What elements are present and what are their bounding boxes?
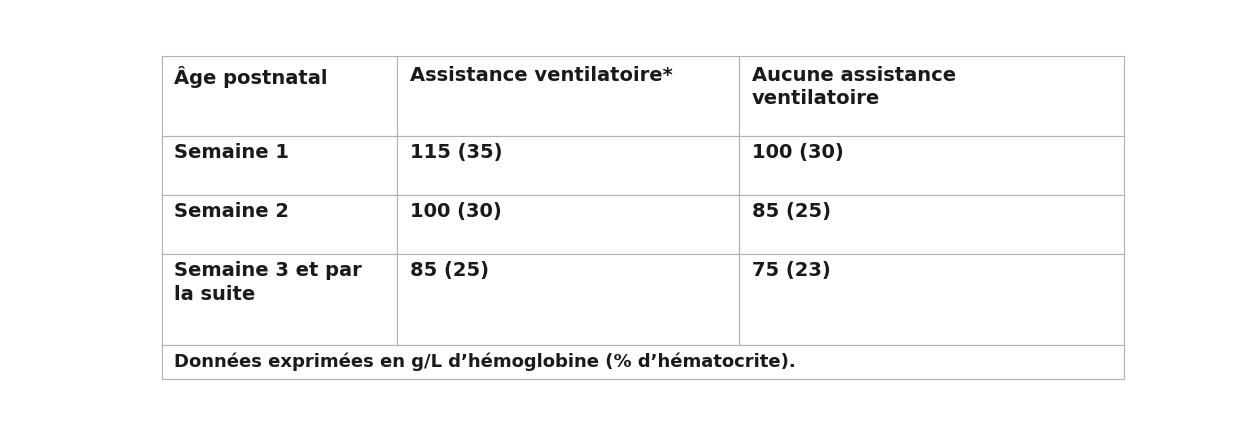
Bar [398,254,739,345]
Text: Semaine 1: Semaine 1 [174,143,290,162]
Text: Assistance ventilatoire*: Assistance ventilatoire* [410,65,672,85]
Text: Âge postnatal: Âge postnatal [174,65,327,88]
Bar [739,195,1124,254]
Bar [739,136,1124,195]
Text: Données exprimées en g/L d’hémoglobine (% d’hématocrite).: Données exprimées en g/L d’hémoglobine (… [174,353,796,371]
Text: Semaine 2: Semaine 2 [174,202,290,221]
Text: Semaine 3 et par
la suite: Semaine 3 et par la suite [174,262,362,304]
Text: 75 (23): 75 (23) [751,262,830,280]
Text: 85 (25): 85 (25) [751,202,830,221]
Bar [162,56,398,136]
Bar [739,56,1124,136]
Bar [739,254,1124,345]
Bar [398,56,739,136]
Text: 115 (35): 115 (35) [410,143,503,162]
Text: Aucune assistance
ventilatoire: Aucune assistance ventilatoire [751,65,956,108]
Bar [162,136,398,195]
Bar [398,136,739,195]
Text: 100 (30): 100 (30) [410,202,502,221]
Text: 100 (30): 100 (30) [751,143,843,162]
Bar [162,195,398,254]
Bar [162,254,398,345]
Text: 85 (25): 85 (25) [410,262,489,280]
Bar [162,345,1124,379]
Bar [398,195,739,254]
